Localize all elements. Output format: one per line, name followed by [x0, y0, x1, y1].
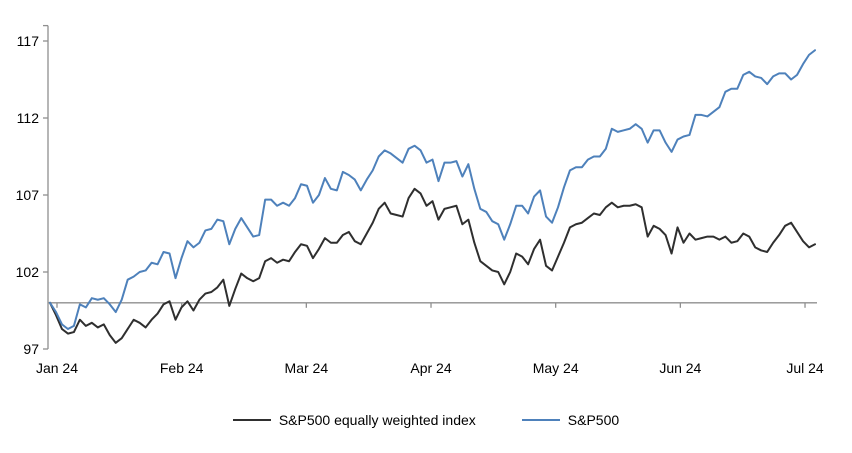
x-axis-label: Jan 24 — [36, 360, 78, 376]
legend-line-swatch-equal-weight — [232, 419, 271, 421]
x-axis-label: Apr 24 — [410, 360, 451, 376]
x-axis-label: May 24 — [533, 360, 579, 376]
legend-item-equal-weight: S&P500 equally weighted index — [232, 412, 476, 428]
legend-line-swatch-sp500 — [521, 419, 560, 421]
x-axis-label: Mar 24 — [285, 360, 329, 376]
y-axis-label: 107 — [16, 187, 40, 203]
legend-label-sp500: S&P500 — [567, 412, 620, 428]
y-axis-label: 112 — [17, 110, 40, 126]
x-axis-label: Jul 24 — [786, 360, 824, 376]
y-axis-label: 117 — [17, 33, 40, 49]
legend-label-equal-weight: S&P500 equally weighted index — [278, 412, 476, 428]
chart-legend: S&P500 equally weighted index S&P500 — [0, 412, 852, 428]
series-line-sp500-equal-weight — [49, 187, 816, 344]
x-axis-label: Jun 24 — [659, 360, 701, 376]
x-axis-label: Feb 24 — [160, 360, 204, 376]
y-axis-label: 97 — [23, 341, 39, 357]
y-axis-label: 102 — [16, 264, 40, 280]
line-chart-plot: Jan 24 Feb 24 Mar 24 Apr 24 May 24 Jun 24 Jul … — [16, 24, 824, 376]
series-line-sp500 — [49, 49, 816, 330]
legend-item-sp500: S&P500 — [521, 412, 620, 428]
